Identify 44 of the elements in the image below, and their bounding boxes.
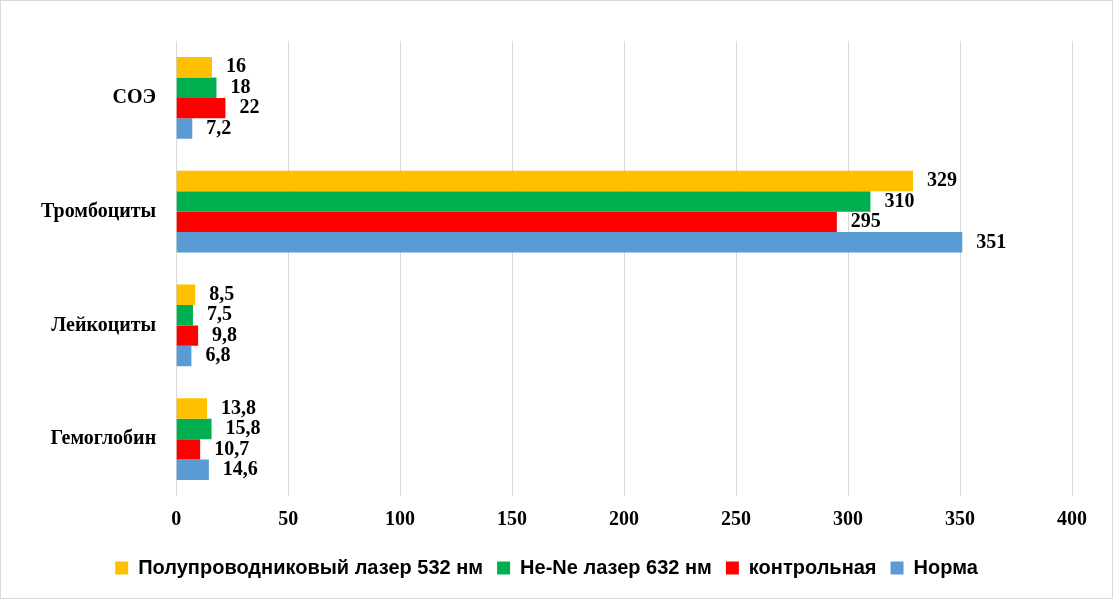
x-tick-label: 100 — [385, 507, 416, 530]
data-label: 10,7 — [214, 436, 250, 459]
bar — [176, 398, 208, 419]
x-tick-label: 350 — [945, 507, 976, 530]
bar — [176, 345, 192, 367]
data-label: 295 — [850, 209, 881, 232]
bar — [176, 56, 212, 78]
data-label: 8,5 — [209, 281, 235, 304]
x-tick-label: 200 — [609, 507, 640, 530]
x-tick-label: 400 — [1057, 507, 1087, 530]
data-label: 329 — [926, 168, 957, 191]
x-tick-label: 250 — [721, 507, 752, 530]
data-label: 16 — [226, 54, 246, 77]
data-label: 22 — [239, 95, 260, 118]
bar — [176, 418, 212, 440]
bar — [176, 232, 963, 253]
bar — [176, 439, 201, 460]
legend-label: Норма — [913, 555, 979, 578]
data-label: 7,2 — [206, 115, 232, 138]
y-tick-label: Тромбоциты — [40, 198, 157, 222]
bar — [176, 118, 193, 139]
bar — [176, 325, 199, 346]
bar — [176, 459, 209, 481]
x-tick-label: 0 — [171, 507, 182, 530]
data-label: 18 — [230, 74, 251, 97]
y-tick-label: Лейкоциты — [51, 312, 157, 335]
data-label: 310 — [884, 188, 915, 211]
y-tick-label: Гемоглобин — [50, 426, 157, 449]
legend-label: He-Ne лазер 632 нм — [520, 555, 712, 578]
bar — [176, 284, 196, 305]
legend-label: контрольная — [748, 555, 877, 578]
bar — [176, 97, 226, 119]
data-label: 351 — [976, 229, 1007, 252]
bar — [176, 304, 193, 326]
bar — [176, 211, 837, 233]
x-tick-label: 50 — [278, 507, 299, 530]
bar — [176, 170, 913, 192]
x-tick-label: 150 — [497, 507, 528, 530]
bar — [176, 191, 871, 212]
x-tick-label: 300 — [833, 507, 864, 530]
y-tick-label: СОЭ — [112, 85, 157, 108]
data-label: 13,8 — [221, 395, 257, 418]
legend-label: Полупроводниковый лазер 532 нм — [138, 555, 484, 578]
bar — [176, 77, 217, 98]
